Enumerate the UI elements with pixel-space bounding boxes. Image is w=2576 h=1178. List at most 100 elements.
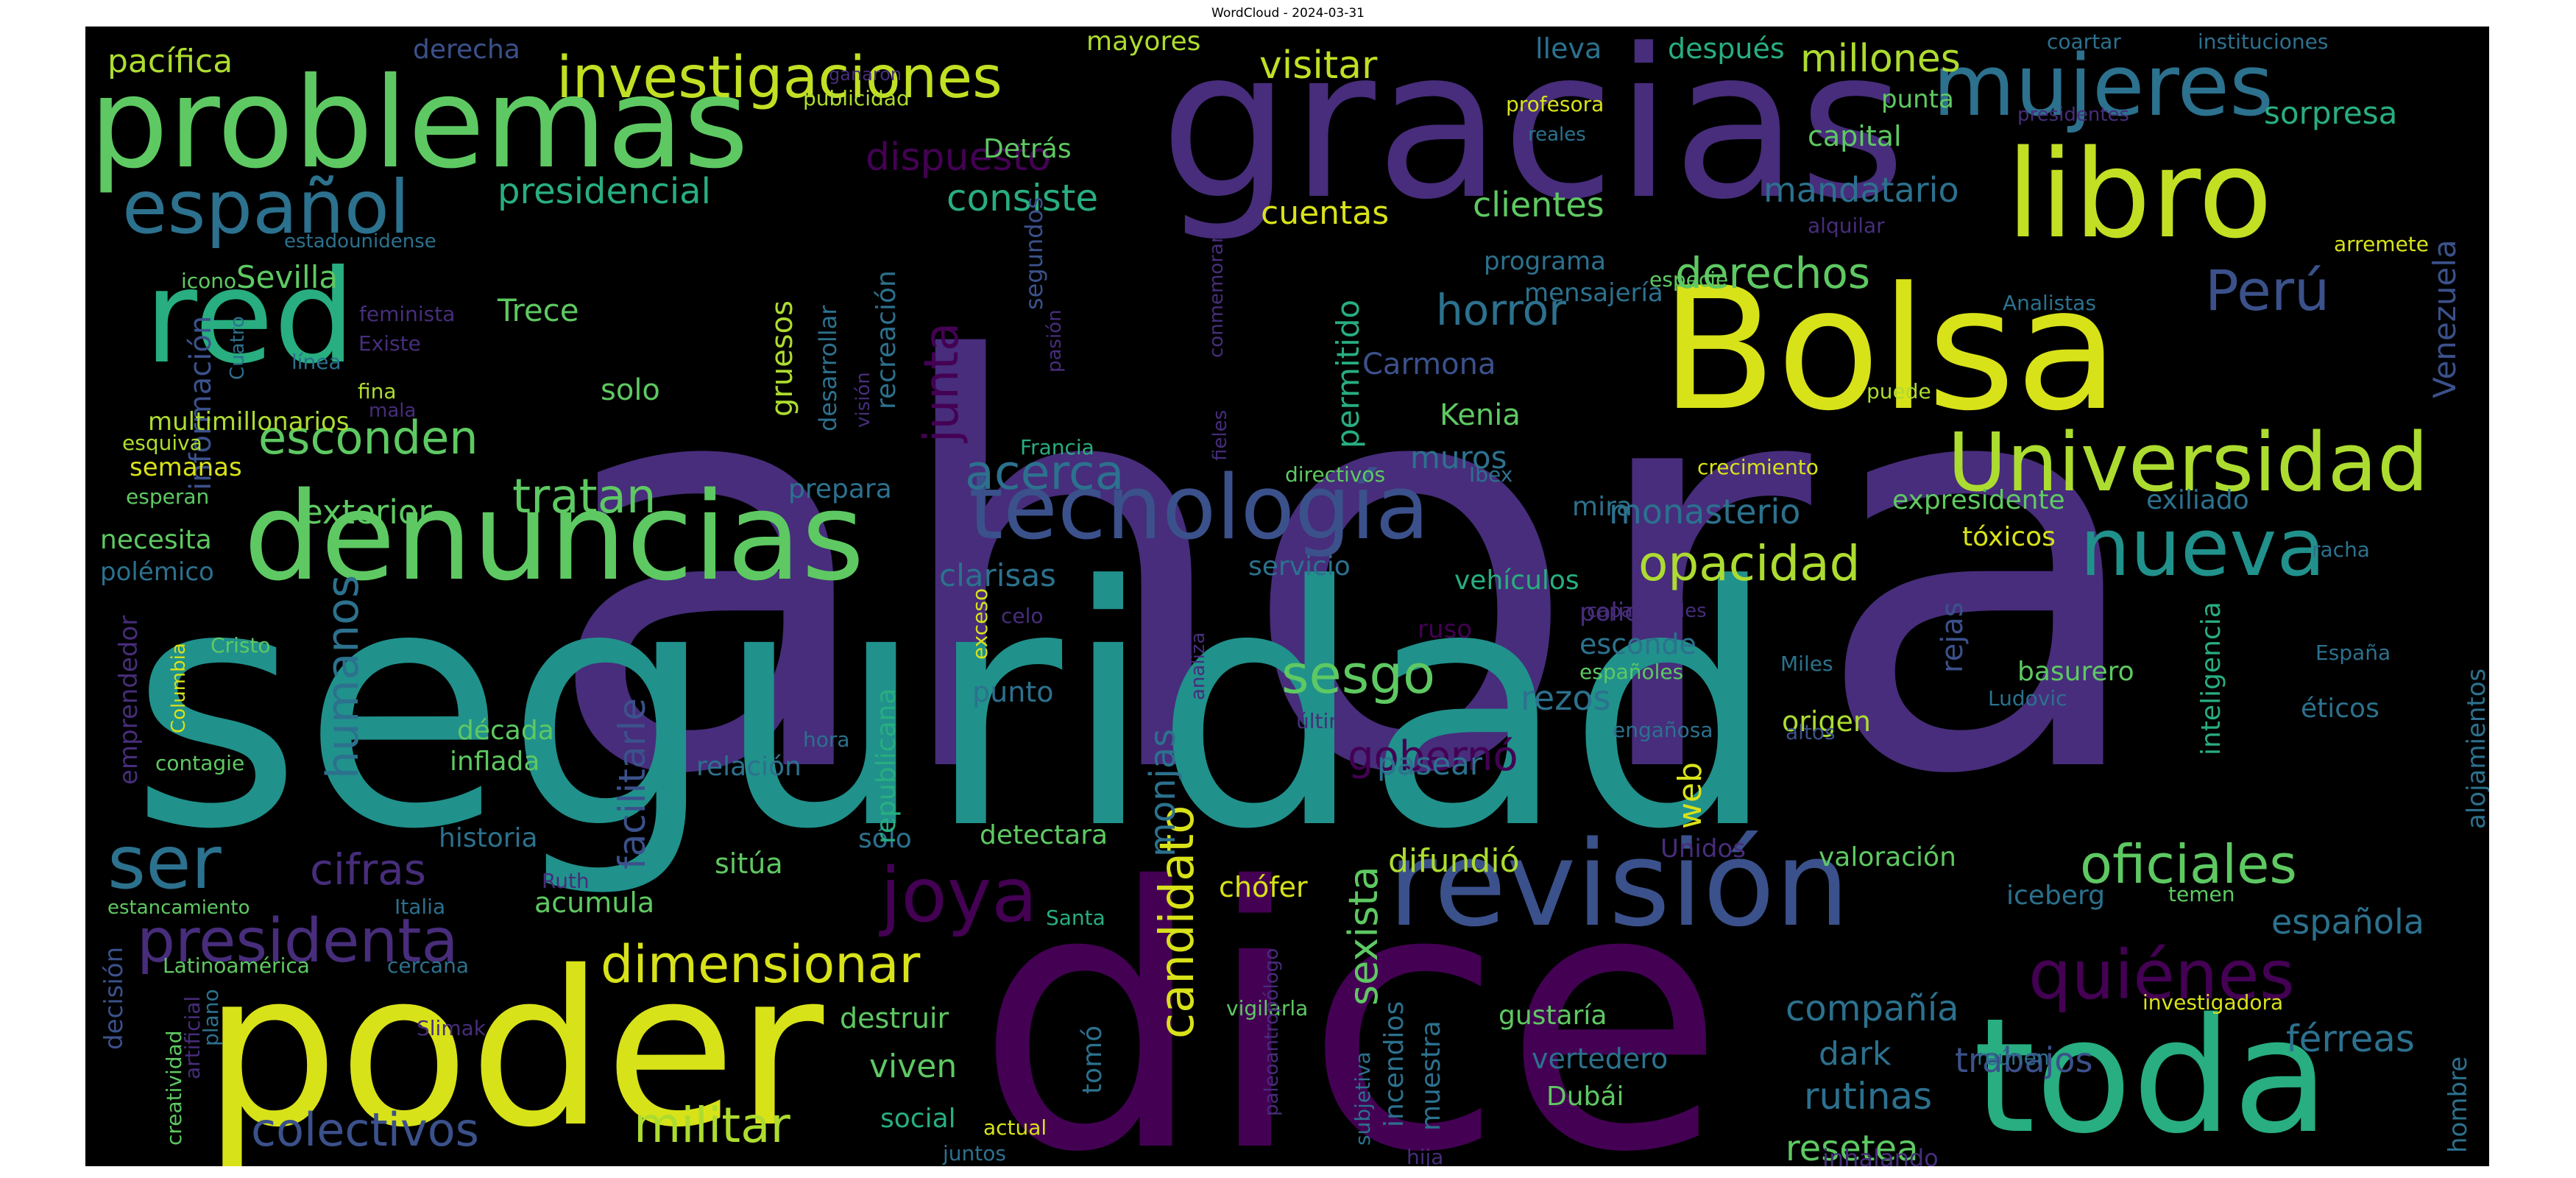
word-poder: poder (203, 926, 826, 1166)
word-decision: decisión (99, 947, 129, 1050)
word-esconden: esconden (258, 411, 478, 465)
word-recreacion: recreación (871, 270, 902, 409)
word-humanos: humanos (317, 575, 369, 779)
word-espanola: española (2271, 902, 2424, 942)
word-revision: revisión (1388, 815, 1850, 953)
word-instituciones: instituciones (2198, 29, 2328, 54)
word-seguridad: seguridad (130, 516, 1777, 902)
word-bolsa: Bolsa (1660, 252, 2119, 448)
word-ahora: ahora (542, 246, 2154, 897)
word-dark: dark (1819, 1035, 1892, 1073)
word-trece: Trece (497, 292, 579, 328)
word-capacidades: capacidades (1587, 600, 1707, 622)
word-problemas: problemas (89, 51, 749, 197)
word-existe: Existe (358, 331, 421, 356)
word-vigilarla: vigilarla (1226, 996, 1308, 1020)
word-investigadora: investigadora (2142, 990, 2283, 1015)
word-muros: muros (1410, 440, 1507, 476)
word-espana: España (2315, 641, 2391, 665)
word-profesora: profesora (1506, 92, 1604, 116)
word-prepara: prepara (788, 474, 892, 504)
word-hora: hora (803, 727, 850, 752)
word-punta: punta (1881, 85, 1954, 114)
wordcloud-canvas: ahora seguridad dice gracias poder problemas B… (85, 27, 2489, 1166)
word-viven: viven (869, 1048, 957, 1085)
word-sexista: sexista (1340, 866, 1387, 1006)
word-ruth: Ruth (542, 869, 590, 893)
word-unidos: Unidos (1660, 834, 1746, 864)
word-esquiva: esquiva (122, 431, 202, 455)
word-destruir: destruir (840, 1002, 949, 1034)
word-presidenta: presidenta (137, 906, 459, 976)
word-inflada: inflada (450, 747, 539, 777)
word-carmona: Carmona (1362, 348, 1496, 381)
word-alquilar: alquilar (1808, 214, 1885, 238)
word-policia: policía (1579, 598, 1660, 627)
word-relacion: relación (696, 752, 802, 782)
word-informacion: información (184, 316, 218, 490)
word-analistas: Analistas (2003, 291, 2096, 315)
word-actual: actual (983, 1115, 1047, 1140)
word-sesgo: sesgo (1281, 643, 1435, 705)
word-fina: fina (358, 379, 397, 403)
word-francia: Francia (1020, 435, 1094, 459)
word-arremete: arremete (2334, 232, 2429, 256)
word-compania: compañía (1786, 988, 1959, 1029)
word-trabajos: trabajos (1955, 1040, 2092, 1080)
word-columbia: Columbia (168, 643, 190, 733)
word-espanoles: españoles (1579, 660, 1683, 684)
word-origen: origen (1782, 705, 1871, 738)
word-desarrollar: desarrollar (814, 305, 842, 431)
word-contagie: contagie (155, 751, 244, 775)
word-toda: toda (1973, 984, 2329, 1166)
word-estancamiento: estancamiento (107, 897, 250, 919)
word-ruso: ruso (1418, 615, 1472, 644)
word-hija: hija (1406, 1145, 1443, 1166)
word-cercana: cercana (387, 953, 469, 978)
word-emprendedor: emprendedor (114, 616, 144, 785)
word-resetea: resetea (1786, 1128, 1919, 1166)
word-paleoantropologo: paleoantropólogo (1261, 948, 1283, 1116)
word-segundos: segundos (1020, 197, 1048, 310)
word-facilitarle: facilitarle (611, 698, 654, 870)
word-acerca: acerca (965, 445, 1124, 501)
word-multimillonarios: multimillonarios (148, 407, 349, 437)
word-venezuela: Venezuela (2427, 239, 2463, 398)
word-exceso: exceso (968, 588, 992, 660)
word-clientes: clientes (1473, 185, 1604, 225)
word-militar: militar (634, 1097, 791, 1154)
word-republicana: republicana (871, 688, 902, 844)
word-dimensionar: dimensionar (601, 934, 921, 995)
word-horror: horror (1436, 285, 1566, 335)
word-toxicos: tóxicos (1962, 522, 2056, 552)
word-capital: capital (1808, 120, 1902, 152)
word-derechos: derechos (1675, 248, 1870, 298)
word-investigaciones: investigaciones (556, 45, 1002, 111)
word-miles: Miles (1780, 652, 1833, 676)
word-mira: mira (1572, 492, 1632, 522)
word-necesita: necesita (100, 525, 212, 555)
word-tomo: tomó (1078, 1026, 1108, 1094)
word-feminista: feminista (359, 302, 455, 326)
word-pacifica: pacífica (107, 43, 233, 80)
word-mujeres: mujeres (1933, 37, 2274, 135)
word-fieles: fieles (1209, 410, 1231, 461)
word-joya: joya (879, 852, 1038, 939)
word-altos: altos (1786, 720, 1836, 744)
word-exterior: exterior (302, 493, 432, 532)
figure-title: WordCloud - 2024-03-31 (1211, 6, 1365, 21)
word-cristo: Cristo (210, 633, 271, 657)
word-mayores: mayores (1086, 27, 1200, 57)
word-clarisas: clarisas (939, 557, 1056, 593)
word-hombre: hombre (2444, 1057, 2473, 1153)
word-exiliado: exiliado (2146, 485, 2249, 515)
word-chofer: chófer (1219, 871, 1308, 903)
word-opacidad: opacidad (1638, 535, 1861, 592)
word-solo: sólo (858, 824, 912, 854)
word-cuatro: Cuatro (227, 316, 249, 380)
word-peru: Perú (2205, 258, 2329, 323)
word-especie: especie (1649, 267, 1728, 292)
word-cifras: cifras (310, 844, 426, 895)
word-situa: sitúa (715, 847, 783, 880)
